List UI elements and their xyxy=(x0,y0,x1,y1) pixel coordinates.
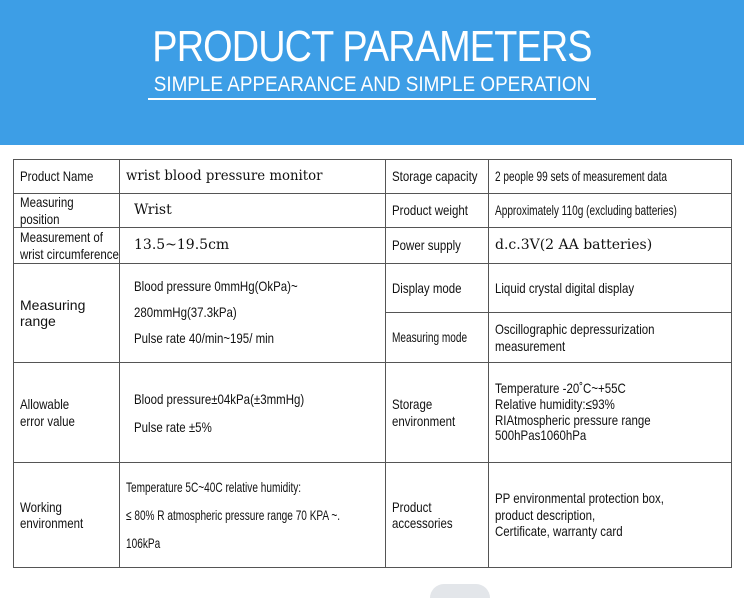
header-banner: PRODUCT PARAMETERS SIMPLE APPEARANCE AND… xyxy=(0,0,744,145)
table-row: Measuring mode Oscillographic depressuri… xyxy=(14,312,732,363)
table-row: Product Name wrist blood pressure monito… xyxy=(13,159,732,194)
value-product-accessories: PP environmental protection box, product… xyxy=(488,462,732,568)
table-row: Measuring range Blood pressure 0mmHg(OkP… xyxy=(13,263,732,363)
label-product-weight: Product weight xyxy=(385,193,489,228)
parameters-table: Product Name wrist blood pressure monito… xyxy=(13,159,732,568)
value-product-weight: Approximately 110g (excluding batteries) xyxy=(488,193,732,228)
value-wrist-circumference: 13.5~19.5cm xyxy=(119,227,386,264)
value-display-mode: Liquid crystal digital display xyxy=(488,263,732,313)
label-working-environment: Working environment xyxy=(13,462,120,568)
label-measuring-position: Measuring position xyxy=(13,193,120,228)
value-product-name: wrist blood pressure monitor xyxy=(119,159,386,194)
table-row: Measuring position Wrist Product weight … xyxy=(13,193,732,228)
table-row: Allowable error value Blood pressure±04k… xyxy=(13,362,732,463)
label-storage-environment: Storage environment xyxy=(385,362,489,463)
page-subtitle: SIMPLE APPEARANCE AND SIMPLE OPERATION xyxy=(153,73,591,96)
value-measuring-position: Wrist xyxy=(119,193,386,228)
product-image-edge xyxy=(430,584,490,598)
value-measuring-range: Blood pressure 0mmHg(OkPa)~ 280mmHg(37.3… xyxy=(119,263,386,363)
table-row: Working environment Temperature 5C~40C r… xyxy=(13,462,732,568)
value-power-supply: d.c.3V(2 AA batteries) xyxy=(488,227,732,264)
page-title: PRODUCT PARAMETERS xyxy=(152,22,592,71)
value-storage-capacity: 2 people 99 sets of measurement data xyxy=(488,159,732,194)
label-measuring-mode: Measuring mode xyxy=(385,312,489,363)
label-power-supply: Power supply xyxy=(385,227,489,264)
value-allowable-error: Blood pressure±04kPa(±3mmHg) Pulse rate … xyxy=(119,362,386,463)
value-measuring-mode: Oscillographic depressurization measurem… xyxy=(488,312,732,363)
label-wrist-circumference: Measurement of wrist circumference xyxy=(13,227,120,264)
subtitle-underline xyxy=(148,98,596,100)
label-display-mode: Display mode xyxy=(385,263,489,313)
label-product-accessories: Product accessories xyxy=(385,462,489,568)
table-row: Measurement of wrist circumference 13.5~… xyxy=(13,227,732,264)
label-allowable-error: Allowable error value xyxy=(13,362,120,463)
label-product-name: Product Name xyxy=(13,159,120,194)
label-measuring-range: Measuring range xyxy=(13,263,120,363)
value-storage-environment: Temperature -20˚C~+55C Relative humidity… xyxy=(488,362,732,463)
label-storage-capacity: Storage capacity xyxy=(385,159,489,194)
value-working-environment: Temperature 5C~40C relative humidity: ≤ … xyxy=(119,462,386,568)
